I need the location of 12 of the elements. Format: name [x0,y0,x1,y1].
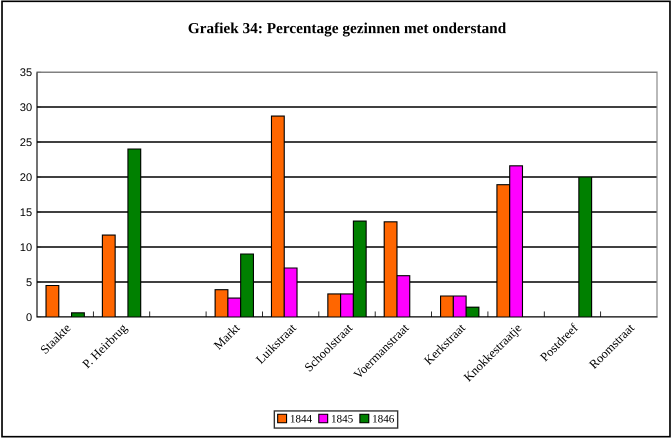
legend-label: 1844 [290,414,312,422]
y-tick-label: 10 [20,243,32,252]
y-tick-label: 35 [20,68,32,76]
legend-label: 1846 [373,414,394,422]
y-tick-label: 20 [20,173,32,182]
y-tick-label: 30 [20,103,32,112]
chart-title: Grafiek 34: Percentage gezinnen met onderstand [188,22,506,36]
y-tick-label: 15 [20,208,32,216]
y-tick-label: 0 [26,313,32,322]
y-tick-label: 25 [20,138,32,146]
legend-label: 1845 [332,414,353,422]
y-tick-label: 5 [26,278,32,286]
